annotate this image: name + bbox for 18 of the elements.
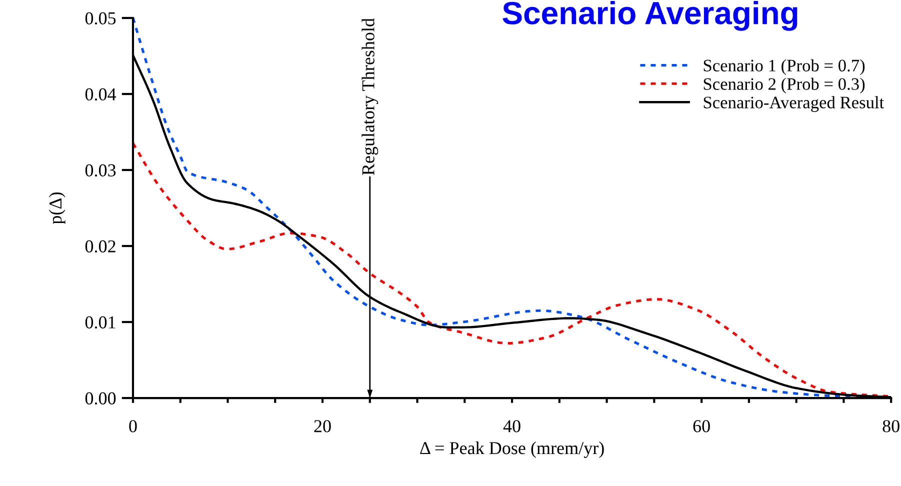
y-tick-label: 0.01 [85, 316, 116, 329]
y-axis-title: p(Δ) [48, 192, 66, 224]
x-tick-label: 60 [693, 420, 710, 432]
legend-label: Scenario 1 (Prob = 0.7) [704, 59, 865, 75]
chart-title: Scenario Averaging [502, 0, 798, 31]
y-tick-label: 0.04 [85, 88, 116, 101]
y-tick-label: 0.02 [85, 240, 116, 253]
y-tick-label: 0.00 [85, 392, 116, 405]
legend-label: Scenario-Averaged Result [704, 96, 884, 112]
x-tick-label: 0 [129, 420, 137, 432]
y-tick-label: 0.03 [85, 164, 116, 177]
x-tick-label: 80 [882, 420, 900, 432]
x-tick-label: 20 [314, 420, 331, 432]
ref-line-label: Regulatory Threshold [362, 18, 378, 176]
y-tick-label: 0.05 [85, 12, 116, 25]
x-axis-title: Δ = Peak Dose (mrem/yr) [420, 441, 604, 458]
x-tick-label: 40 [503, 420, 520, 432]
legend-label: Scenario 2 (Prob = 0.3) [704, 78, 865, 94]
